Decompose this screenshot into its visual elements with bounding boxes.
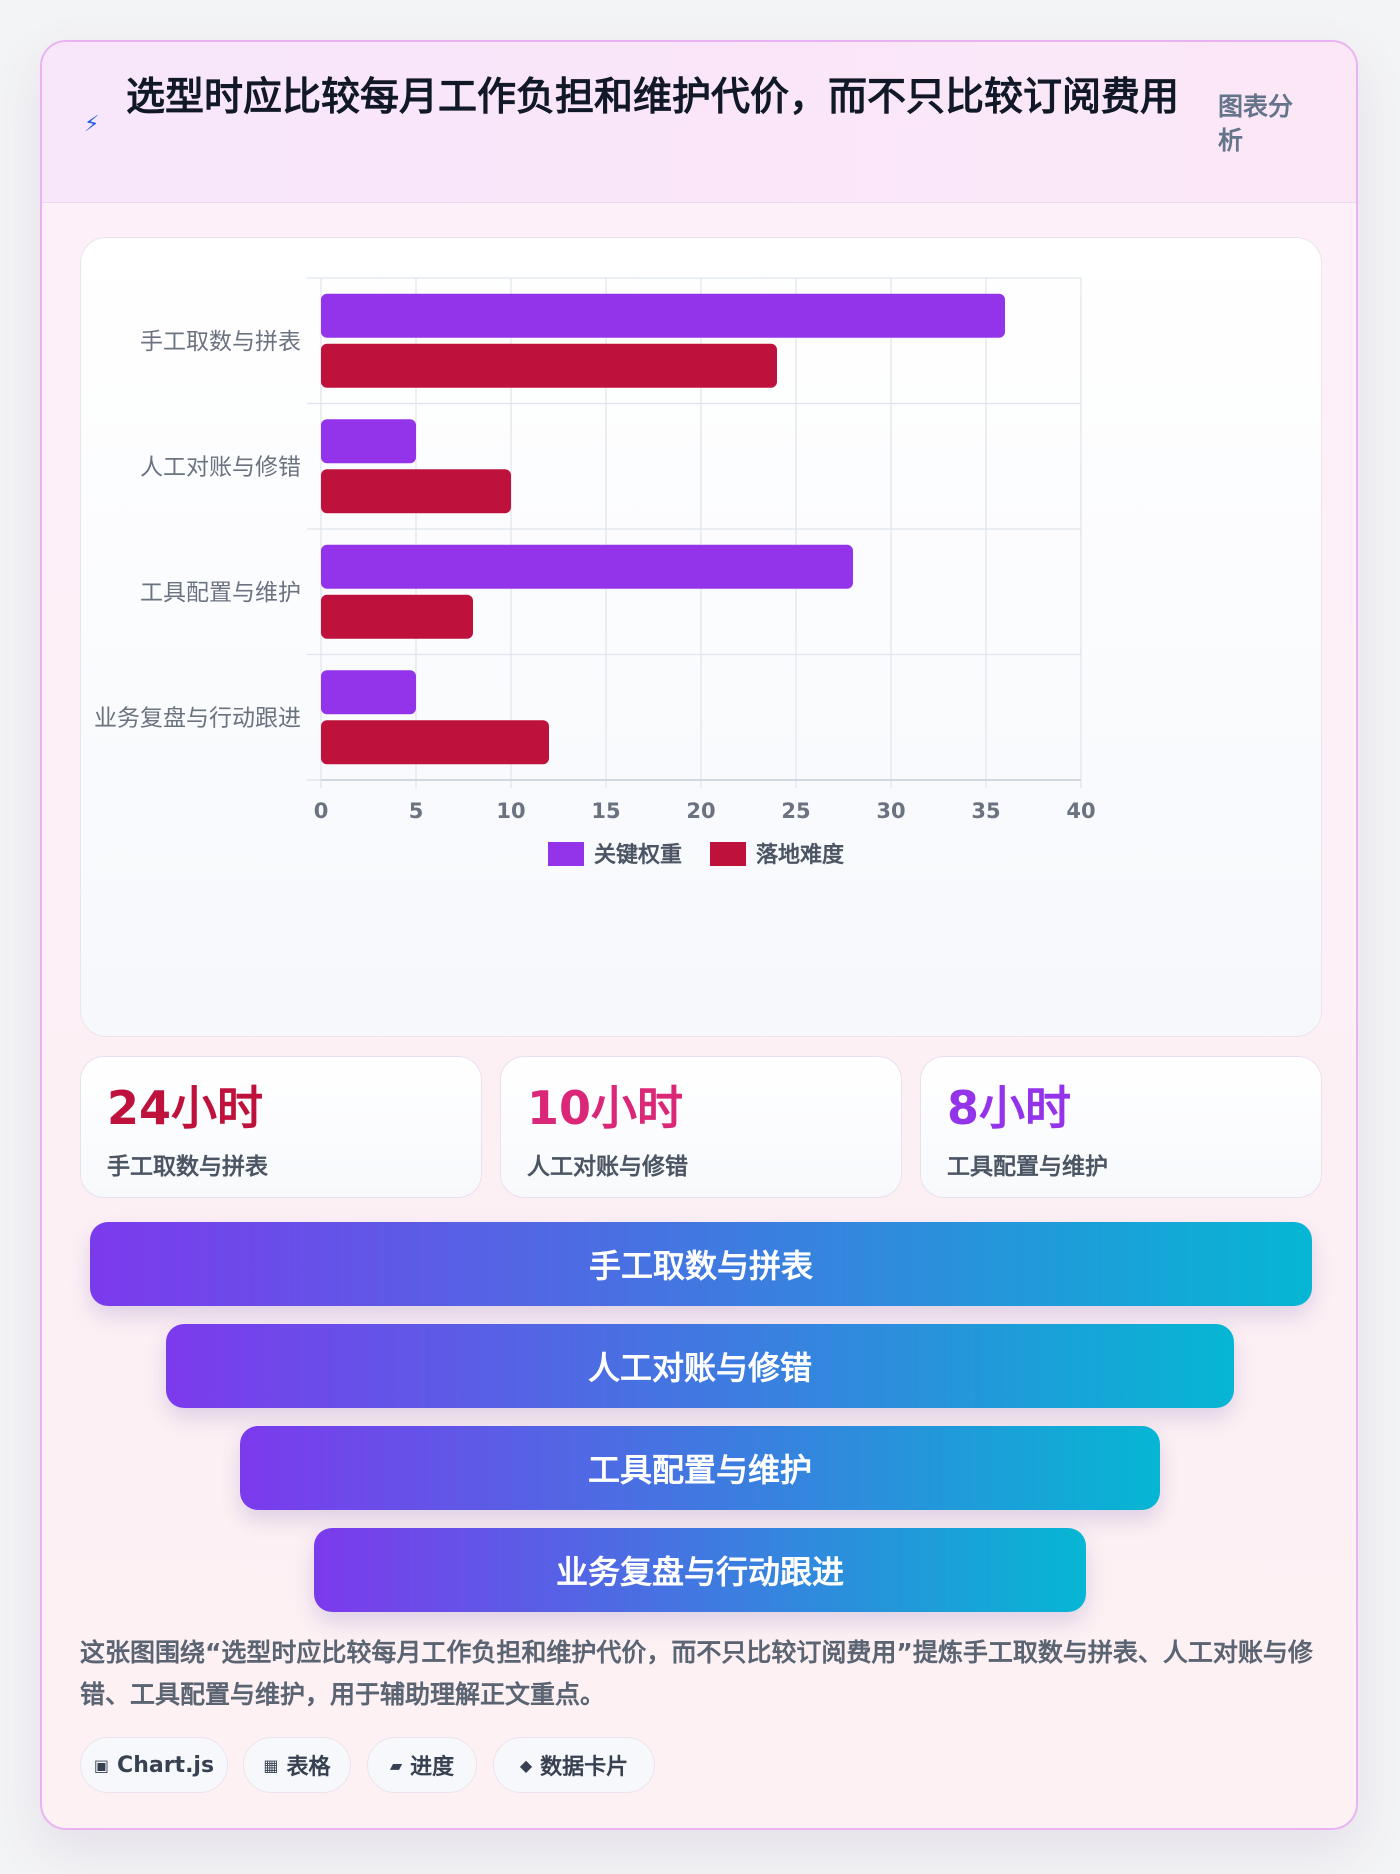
lightning-icon: ⚡ [84,112,100,137]
chip-chartjs[interactable]: ▣ Chart.js [80,1737,228,1793]
bar-chart: 0 5 10 15 20 25 30 35 40 手工取数与拼表 人工对账与修错 工具配置与维护业务复… [80,237,1322,1037]
chip-label: 数据卡片 [540,1755,629,1780]
x-tick-label: 10 [496,799,525,823]
progress-icon: ▰ [389,1755,403,1775]
chart-icon: ▣ [93,1755,110,1775]
x-tick-label: 5 [409,799,424,823]
x-tick-label: 20 [686,799,715,823]
bar-difficulty [321,343,777,388]
funnel-step-2: 人工对账与修错 [166,1324,1234,1408]
x-tick-label: 30 [876,799,905,823]
legend-swatch [548,842,584,866]
chip-label: Chart.js [117,1752,215,1778]
chip-label: 进度 [410,1755,455,1780]
stat-card-2: 10小时 人工对账与修错 [500,1056,902,1198]
card-header: ⚡ 选型时应比较每月工作负担和维护代价，而不只比较订阅费用 图表分析 [42,42,1356,203]
stat-label: 工具配置与维护 [947,1154,1108,1180]
chip-table[interactable]: ▦ 表格 [243,1737,351,1793]
chip-data-card[interactable]: ◆ 数据卡片 [493,1737,655,1793]
x-tick-label: 35 [971,799,1000,823]
stat-value: 10小时 [527,1081,684,1135]
bar-chart-svg: 0 5 10 15 20 25 30 35 40 手工取数与拼表人工对账与修错工具配置与维护业务复… [94,277,1096,868]
legend-label: 关键权重 [594,842,682,868]
legend-label: 落地难度 [756,842,845,868]
infographic-card: ⚡ 选型时应比较每月工作负担和维护代价，而不只比较订阅费用 图表分析 0 5 10 1… [40,40,1358,1830]
funnel-step-3: 工具配置与维护 [240,1426,1160,1510]
x-tick-label: 0 [314,799,329,823]
stat-value: 24小时 [107,1081,264,1135]
x-tick-label: 25 [781,799,810,823]
funnel-step-1: 手工取数与拼表 [90,1222,1312,1306]
y-category-label: 工具配置与维护 [140,580,301,606]
x-tick-label: 15 [591,799,620,823]
funnel-step-4: 业务复盘与行动跟进 [314,1528,1086,1612]
y-category-label: 人工对账与修错 [140,454,301,480]
stat-value: 8小时 [947,1081,1072,1135]
stat-label: 人工对账与修错 [527,1154,688,1180]
diamond-icon: ◆ [519,1755,533,1775]
bar-difficulty [321,720,549,765]
x-tick-label: 40 [1066,799,1095,823]
y-category-label: 业务复盘与行动跟进 [94,705,301,731]
chart-description: 这张图围绕“选型时应比较每月工作负担和维护代价，而不只比较订阅费用”提炼手工取数… [80,1638,1313,1709]
bar-key-weight [321,293,1005,338]
bar-key-weight [321,544,853,589]
stat-card-1: 24小时 手工取数与拼表 [80,1056,482,1198]
y-category-label: 手工取数与拼表 [140,329,301,355]
chart-analysis-tag: 图表分析 [1218,92,1294,155]
bar-difficulty [321,594,473,639]
stat-card-3: 8小时 工具配置与维护 [920,1056,1322,1198]
bar-key-weight [321,670,416,715]
bar-difficulty [321,469,511,514]
page-title: 选型时应比较每月工作负担和维护代价，而不只比较订阅费用 [126,75,1180,120]
bar-key-weight [321,419,416,464]
table-icon: ▦ [263,1755,279,1775]
stat-label: 手工取数与拼表 [107,1154,268,1180]
legend-swatch [710,842,746,866]
chip-label: 表格 [286,1755,331,1780]
chip-progress[interactable]: ▰ 进度 [367,1737,477,1793]
